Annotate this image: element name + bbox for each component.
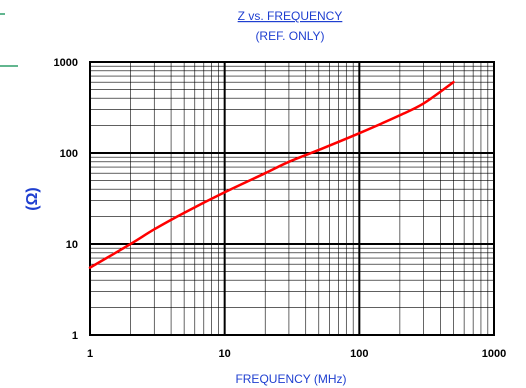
y-axis-label: (Ω) bbox=[24, 187, 41, 210]
plot-frame bbox=[89, 61, 495, 336]
x-tick-label: 100 bbox=[350, 348, 368, 360]
x-tick-label: 1000 bbox=[482, 348, 506, 360]
chart-title: Z vs. FREQUENCY bbox=[238, 9, 343, 23]
impedance-curve bbox=[88, 80, 455, 269]
y-tick-label: 1 bbox=[72, 330, 78, 342]
x-tick-label: 10 bbox=[219, 348, 231, 360]
plot-grid bbox=[89, 61, 495, 336]
x-tick-label: 1 bbox=[87, 348, 93, 360]
chart-subtitle: (REF. ONLY) bbox=[255, 29, 324, 43]
x-axis-label: FREQUENCY (MHz) bbox=[235, 372, 346, 386]
series-layer bbox=[88, 80, 455, 269]
y-tick-label: 100 bbox=[60, 148, 78, 160]
y-tick-label: 10 bbox=[66, 239, 78, 251]
tick-labels: 1 10 100 1000 1 10 100 1000 bbox=[54, 57, 507, 360]
y-tick-label: 1000 bbox=[54, 57, 78, 69]
